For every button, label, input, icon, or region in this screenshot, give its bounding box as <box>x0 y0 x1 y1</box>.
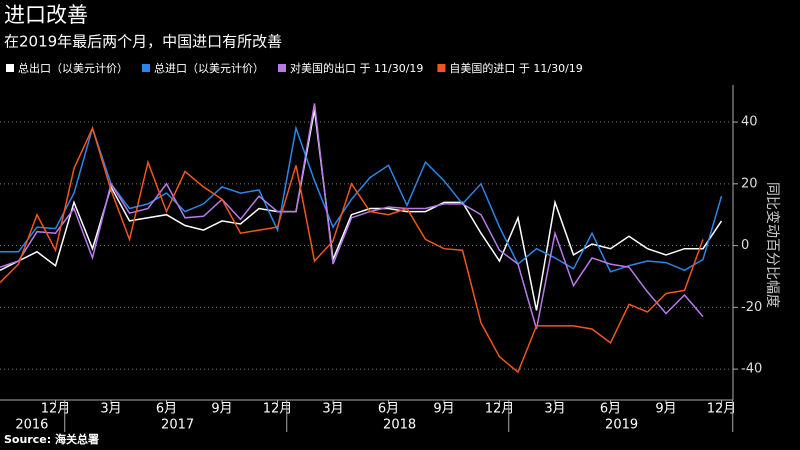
y-tick-label: 0 <box>741 238 749 253</box>
y-tick-label: -20 <box>741 300 762 315</box>
year-label: 2019 <box>605 418 638 433</box>
year-label: 2018 <box>383 418 416 433</box>
x-tick-label: 3月 <box>544 402 565 417</box>
x-tick-label: 9月 <box>433 402 454 417</box>
chart-title: 进口改善 <box>4 3 88 27</box>
y-axis-label: 同比变动百分比幅度 <box>764 182 780 308</box>
x-tick-label: 3月 <box>322 402 343 417</box>
y-tick-label: 20 <box>741 176 758 191</box>
x-tick-label: 12月 <box>263 402 293 417</box>
x-tick-label: 6月 <box>600 402 621 417</box>
series-line <box>0 103 704 330</box>
year-label: 2016 <box>15 418 48 433</box>
y-tick-label: 40 <box>741 115 758 130</box>
series-line <box>0 126 704 374</box>
x-tick-label: 6月 <box>156 402 177 417</box>
x-tick-label: 3月 <box>100 402 121 417</box>
legend-swatch <box>278 64 286 72</box>
x-tick-label: 12月 <box>707 402 737 417</box>
y-tick-label: -40 <box>741 362 762 377</box>
legend-swatch <box>6 64 14 72</box>
series-line <box>0 109 723 311</box>
legend-swatch <box>437 64 446 72</box>
x-tick-label: 12月 <box>41 402 71 417</box>
x-tick-label: 9月 <box>655 402 676 417</box>
x-tick-label: 6月 <box>378 402 399 417</box>
legend-label: 自美国的进口 于 11/30/19 <box>449 61 582 75</box>
x-tick-label: 12月 <box>485 402 515 417</box>
legend-swatch <box>142 64 150 72</box>
year-label: 2017 <box>161 418 194 433</box>
source: Source: 海关总署 <box>4 432 99 446</box>
legend-label: 总出口（以美元计价） <box>18 61 128 75</box>
legend-label: 总进口（以美元计价） <box>154 61 264 75</box>
legend-label: 对美国的出口 于 11/30/19 <box>290 61 423 75</box>
series-line <box>0 125 723 273</box>
x-tick-label: 9月 <box>211 402 232 417</box>
chart-subtitle: 在2019年最后两个月，中国进口有所改善 <box>4 33 282 51</box>
